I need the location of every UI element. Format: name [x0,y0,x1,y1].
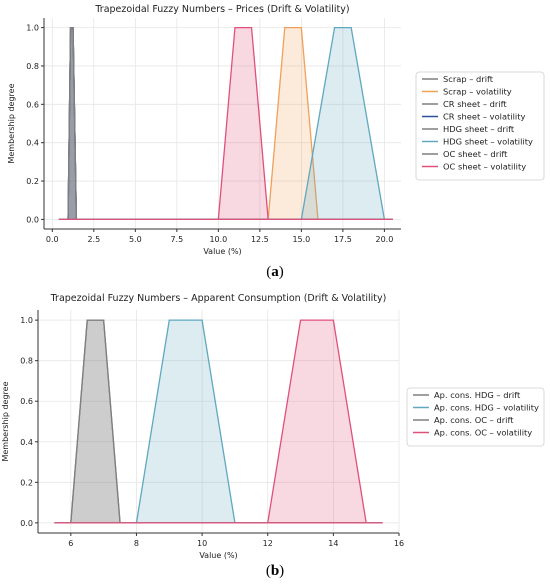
series-line-7 [217,26,269,220]
chart-prices: 0.0 2.5 5.0 7.5 10.0 12.5 15.0 17.5 20.0 0.0 0.2 0.… [7,4,545,256]
x-axis-label: Value (%) [199,551,237,560]
y-tick-label: 0.6 [20,397,33,406]
legend-label-6: OC sheet – drift [443,149,508,159]
x-tick-label: 16 [394,539,404,548]
y-tick-label: 0.0 [20,519,33,528]
x-tick-label: 6 [68,539,73,548]
caption-b-label: b [270,563,280,579]
series-line-6 [67,26,78,220]
legend-box [415,71,545,181]
series-line-1 [135,319,236,523]
x-tick-label: 10.0 [209,235,227,244]
x-tick-label: 15.0 [292,235,310,244]
y-tick-label: 0.8 [20,357,33,366]
legend-label-1: Scrap – volatility [443,87,512,97]
y-tick-label: 0.6 [26,100,39,109]
x-tick-label: 8 [134,539,139,548]
y-tick-label: 1.0 [26,24,39,33]
series-fill-1 [136,320,235,523]
legend-label-2: CR sheet – drift [443,99,507,109]
legend-label-3: CR sheet – volatility [443,112,525,122]
y-axis-label: Membership degree [7,83,16,163]
x-tick-label: 12.5 [251,235,269,244]
series-fill-2 [70,320,121,523]
legend-label-0: Ap. cons. HDG – drift [434,390,521,400]
legend-label-4: HDG sheet – drift [443,124,515,134]
y-tick-label: 1.0 [20,316,33,325]
series-fill-5 [301,27,385,220]
x-tick-label: 20.0 [375,235,393,244]
legend-label-7: OC sheet – volatility [443,162,526,172]
y-tick-label: 0.0 [26,215,39,224]
series-line-5 [300,26,386,220]
series-line-1 [267,26,319,220]
x-tick-label: 17.5 [334,235,352,244]
y-tick-label: 0.8 [26,62,39,71]
x-tick-label: 0.0 [46,235,59,244]
legend-label-5: HDG sheet – volatility [443,137,533,147]
chart-title: Trapezoidal Fuzzy Numbers – Apparent Con… [50,293,387,304]
legend-label-1: Ap. cons. HDG – volatility [434,403,539,413]
chart-title: Trapezoidal Fuzzy Numbers – Prices (Drif… [94,4,349,15]
x-tick-label: 14 [328,539,338,548]
x-axis-label: Value (%) [203,247,241,256]
x-tick-label: 10 [197,539,207,548]
series-fill-3 [267,320,367,523]
x-tick-label: 7.5 [170,235,183,244]
legend-label-2: Ap. cons. OC – drift [434,415,514,425]
legend-label-3: Ap. cons. OC – volatility [434,428,532,438]
series-fill-7 [218,27,269,220]
legend-box [406,387,545,447]
x-tick-label: 5.0 [129,235,142,244]
series-line-2 [70,319,121,523]
x-tick-label: 2.5 [87,235,100,244]
x-tick-label: 12 [263,539,273,548]
y-tick-label: 0.4 [20,438,33,447]
y-tick-label: 0.2 [26,177,39,186]
legend-label-0: Scrap – drift [443,74,494,84]
series-line-3 [267,319,367,523]
caption-b: (b) [265,563,285,579]
y-axis-label: Membership degree [1,381,10,461]
y-tick-label: 0.4 [26,139,39,148]
chart-apparent-consumption: 6 8 10 12 14 16 0.0 0.2 0.4 0.6 0.8 1.0 Trapezoidal … [1,293,545,560]
caption-a: (a) [266,264,284,280]
caption-a-label: a [271,264,279,280]
y-tick-label: 0.2 [20,478,33,487]
